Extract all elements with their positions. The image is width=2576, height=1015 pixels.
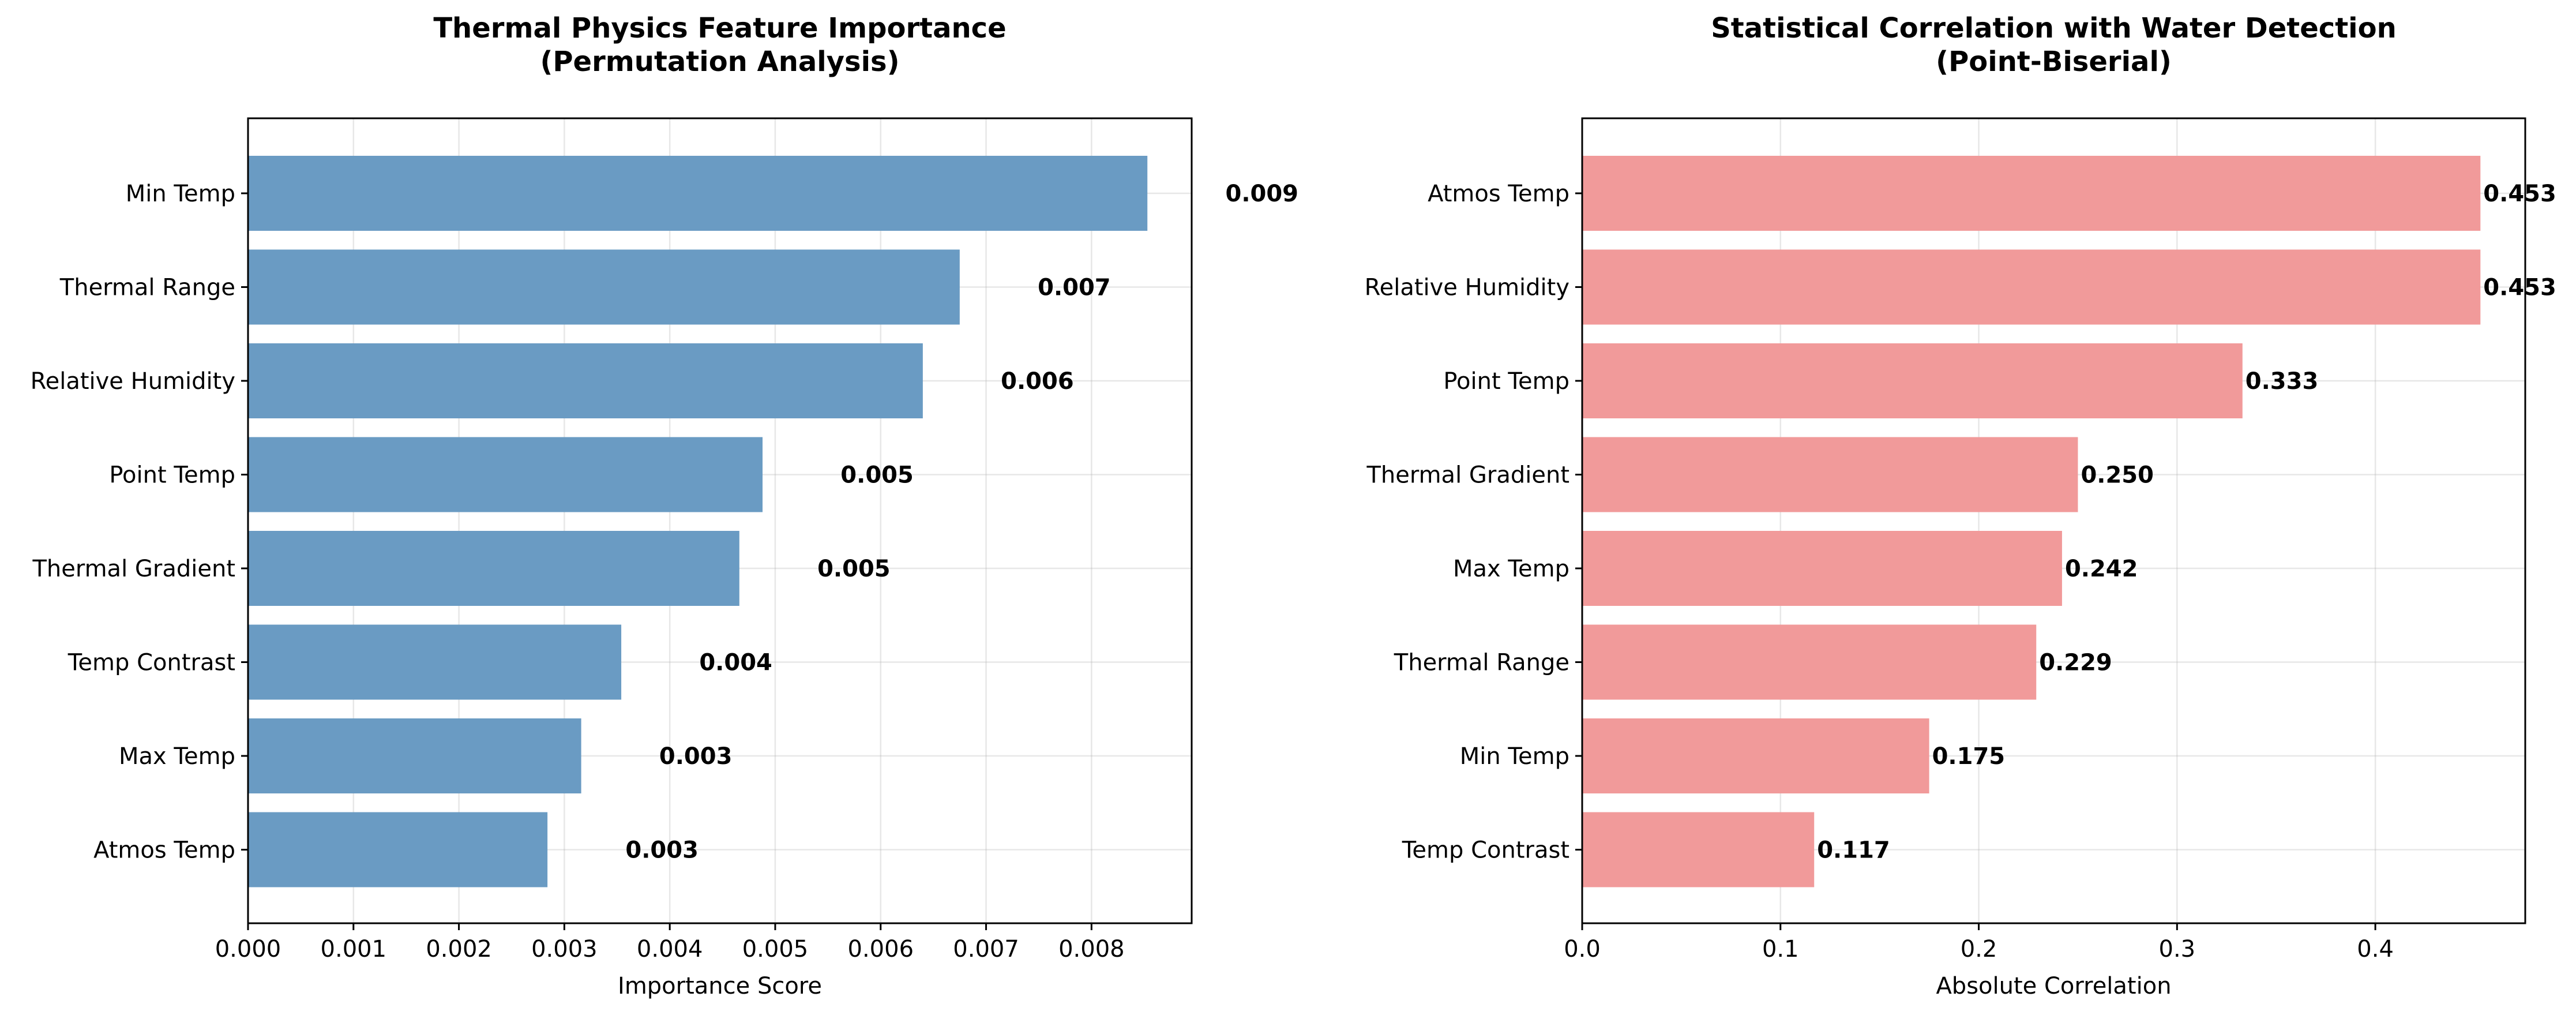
panel2-xtick-label: 0.3 <box>2159 936 2196 962</box>
panel1-title: Thermal Physics Feature Importance (Permu… <box>433 12 1006 78</box>
panel1-xtick-label: 0.000 <box>215 936 281 962</box>
panel2-bar <box>1582 156 2481 231</box>
panel1-xtick-label: 0.002 <box>426 936 492 962</box>
panel1-xtick-label: 0.003 <box>531 936 598 962</box>
panel1-bar <box>248 249 960 325</box>
panel2-bar <box>1582 718 1929 793</box>
panel2-axes-frame <box>1581 117 2526 924</box>
panel1-ytick-label: Max Temp <box>119 743 235 770</box>
panel2-value-label: 0.229 <box>2039 650 2112 676</box>
panel2-xtick-label: 0.4 <box>2357 936 2394 962</box>
panel1-ytick-label: Point Temp <box>109 462 235 489</box>
panel2-ytick-label: Thermal Range <box>1394 650 1569 676</box>
panel1-ytick-label: Thermal Range <box>59 275 235 301</box>
panel2-ytick-label: Max Temp <box>1453 556 1569 582</box>
panel2-ytick-label: Min Temp <box>1460 743 1569 770</box>
panel1-value-label: 0.005 <box>840 462 914 489</box>
panel1-value-label: 0.009 <box>1225 181 1298 207</box>
panel1-bar <box>248 624 622 700</box>
panel1-value-label: 0.006 <box>1001 368 1074 395</box>
panel2-bar <box>1582 249 2481 325</box>
panel1-value-label: 0.005 <box>817 556 891 582</box>
panel2-value-label: 0.333 <box>2245 368 2319 395</box>
panel2-xtick-label: 0.1 <box>1762 936 1799 962</box>
panel1-bar <box>248 531 739 606</box>
panel2-value-label: 0.453 <box>2483 275 2556 301</box>
panel2-bar <box>1582 812 1815 887</box>
panel1-ytick-label: Atmos Temp <box>93 837 235 864</box>
panel2-chart: Statistical Correlation with Water Detec… <box>1365 12 2556 999</box>
panel1-chart: Thermal Physics Feature Importance (Permu… <box>31 12 1298 999</box>
panel1-ytick-label: Min Temp <box>126 181 235 207</box>
panel2-xtick-label: 0.0 <box>1564 936 1601 962</box>
panel2-ytick-label: Point Temp <box>1443 368 1569 395</box>
panel1-xtick-label: 0.005 <box>742 936 809 962</box>
panel2-value-label: 0.250 <box>2081 462 2154 489</box>
panel1-value-label: 0.004 <box>699 650 772 676</box>
panel2-xtick-label: 0.2 <box>1961 936 1997 962</box>
panel2-ytick-label: Relative Humidity <box>1365 275 1569 301</box>
panel1-bar <box>248 718 581 793</box>
panel2-ytick-label: Thermal Gradient <box>1366 462 1569 489</box>
panel2-xlabel: Absolute Correlation <box>1936 973 2171 999</box>
panel1-bar <box>248 343 923 418</box>
panel2-ytick-label: Atmos Temp <box>1428 181 1569 207</box>
panel2-ytick-label: Temp Contrast <box>1402 837 1569 864</box>
panel1-bar <box>248 437 763 512</box>
panel1-axes-frame <box>247 117 1193 924</box>
panel2-bar <box>1582 343 2243 418</box>
panel1-xtick-label: 0.001 <box>321 936 387 962</box>
panel1-ytick-label: Temp Contrast <box>67 650 235 676</box>
panel1-xtick-label: 0.006 <box>848 936 914 962</box>
panel1-bar <box>248 812 548 887</box>
panel1-xtick-label: 0.004 <box>637 936 703 962</box>
panel1-value-label: 0.003 <box>625 837 699 864</box>
panel2-title: Statistical Correlation with Water Detec… <box>1711 12 2397 78</box>
panel2-bar <box>1582 531 2062 606</box>
panel2-bar <box>1582 624 2037 700</box>
panel1-bar <box>248 156 1148 231</box>
panel1-value-label: 0.003 <box>659 743 733 770</box>
panel1-ytick-label: Thermal Gradient <box>32 556 235 582</box>
panel2-value-label: 0.242 <box>2065 556 2138 582</box>
panel1-xtick-label: 0.008 <box>1058 936 1125 962</box>
panel1-xtick-label: 0.007 <box>953 936 1019 962</box>
panel1-value-label: 0.007 <box>1038 275 1111 301</box>
panel2-bar <box>1582 437 2078 512</box>
panel2-value-label: 0.175 <box>1932 743 2006 770</box>
panel1-ytick-label: Relative Humidity <box>31 368 235 395</box>
panel1-xlabel: Importance Score <box>618 973 822 999</box>
panel2-value-label: 0.453 <box>2483 181 2556 207</box>
panel2-value-label: 0.117 <box>1817 837 1890 864</box>
